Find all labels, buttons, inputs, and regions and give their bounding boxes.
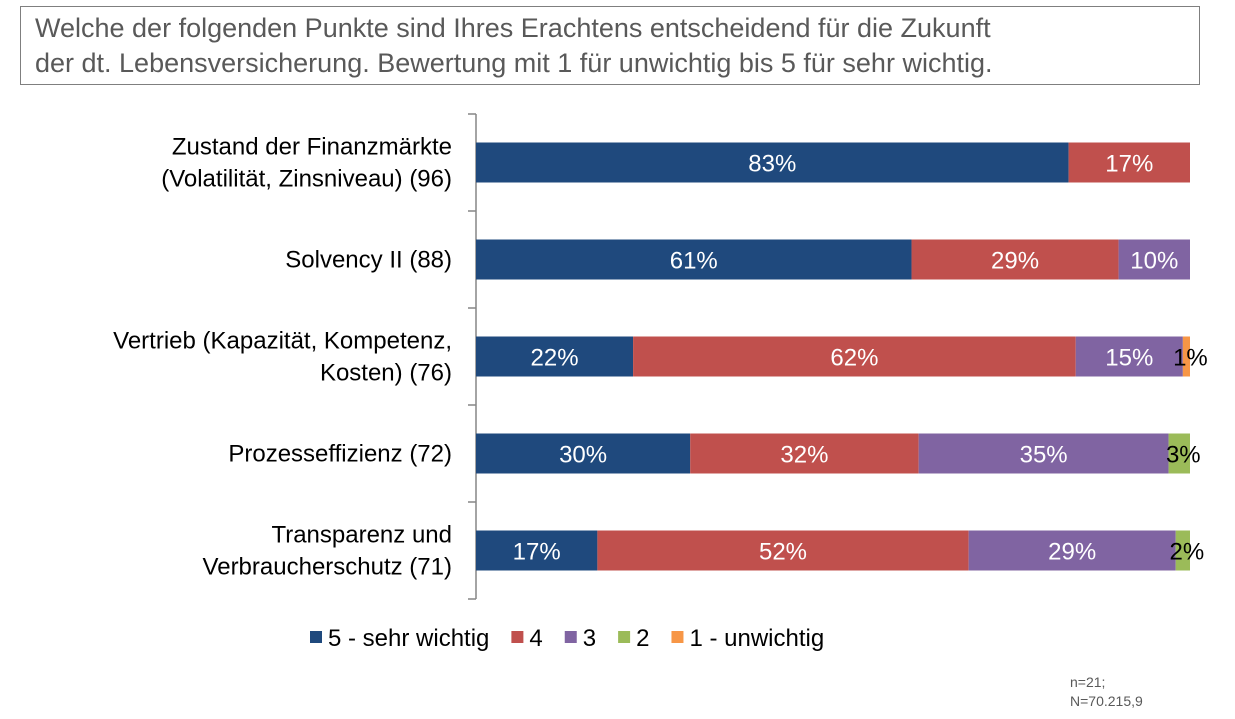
chart-title-line-2: der dt. Lebensversicherung. Bewertung mi…	[35, 48, 993, 78]
bar-segment	[476, 433, 691, 474]
legend-entry: 4	[529, 625, 542, 652]
bar-data-label: 10%	[1130, 248, 1178, 275]
bar-data-label: 35%	[1020, 442, 1068, 469]
legend-entry: 1 - unwichtig	[689, 625, 824, 652]
bar-data-label: 22%	[531, 345, 579, 372]
legend-entry: 2	[636, 625, 649, 652]
legend-swatch	[618, 631, 631, 643]
bar-data-label: 17%	[513, 539, 561, 566]
bar-segment	[1182, 336, 1190, 377]
legend-swatch	[671, 631, 684, 643]
category-label: Solvency II (88)	[285, 247, 452, 274]
bar-data-label: 52%	[759, 539, 807, 566]
legend-swatch	[511, 631, 524, 643]
bar-segment	[476, 530, 598, 571]
category-label: Transparenz und Verbraucherschutz (71)	[203, 522, 452, 581]
bar-segment	[633, 336, 1076, 377]
bar-segment	[968, 530, 1176, 571]
footnote-population: N=70.215,9	[1070, 693, 1143, 709]
bar-segment	[476, 239, 912, 280]
bar-data-label: 32%	[780, 442, 828, 469]
bar-data-label: 61%	[670, 248, 718, 275]
category-label: Prozesseffizienz (72)	[228, 441, 452, 468]
bar-data-label: 62%	[830, 345, 878, 372]
category-label: Zustand der Finanzmärkte (Volatilität, Zi…	[161, 134, 452, 193]
legend-swatch	[310, 631, 322, 643]
bar-data-label: 2%	[1170, 539, 1205, 566]
chart-title-box: Welche der folgenden Punkte sind Ihres E…	[20, 6, 1200, 85]
bar-data-label: 83%	[748, 151, 796, 178]
bar-segment	[1168, 433, 1190, 474]
bar-segment	[1175, 530, 1190, 571]
bar-segment	[1068, 142, 1190, 183]
footnote: n=21; N=70.215,9	[1070, 673, 1143, 711]
chart-title-line-1: Welche der folgenden Punkte sind Ihres E…	[35, 13, 991, 43]
bar-segment	[597, 530, 969, 571]
legend-entry: 5 - sehr wichtig	[328, 625, 489, 652]
footnote-sample-size: n=21;	[1070, 674, 1106, 690]
bar-data-label: 3%	[1166, 442, 1201, 469]
bar-segment	[911, 239, 1119, 280]
bar-segment	[690, 433, 919, 474]
category-label: Vertrieb (Kapazität, Kompetenz, Kosten) (…	[113, 328, 452, 387]
bar-data-label: 15%	[1105, 345, 1153, 372]
bar-data-label: 30%	[559, 442, 607, 469]
legend-entry: 3	[583, 625, 596, 652]
bar-data-label: 29%	[1048, 539, 1096, 566]
bar-segment	[476, 142, 1069, 183]
bar-segment	[1118, 239, 1190, 280]
bar-data-label: 29%	[991, 248, 1039, 275]
bar-segment	[1075, 336, 1183, 377]
bar-segment	[476, 336, 634, 377]
bar-data-label: 17%	[1105, 151, 1153, 178]
bar-data-label: 1%	[1173, 345, 1208, 372]
bar-segment	[918, 433, 1169, 474]
legend-swatch	[564, 631, 577, 643]
